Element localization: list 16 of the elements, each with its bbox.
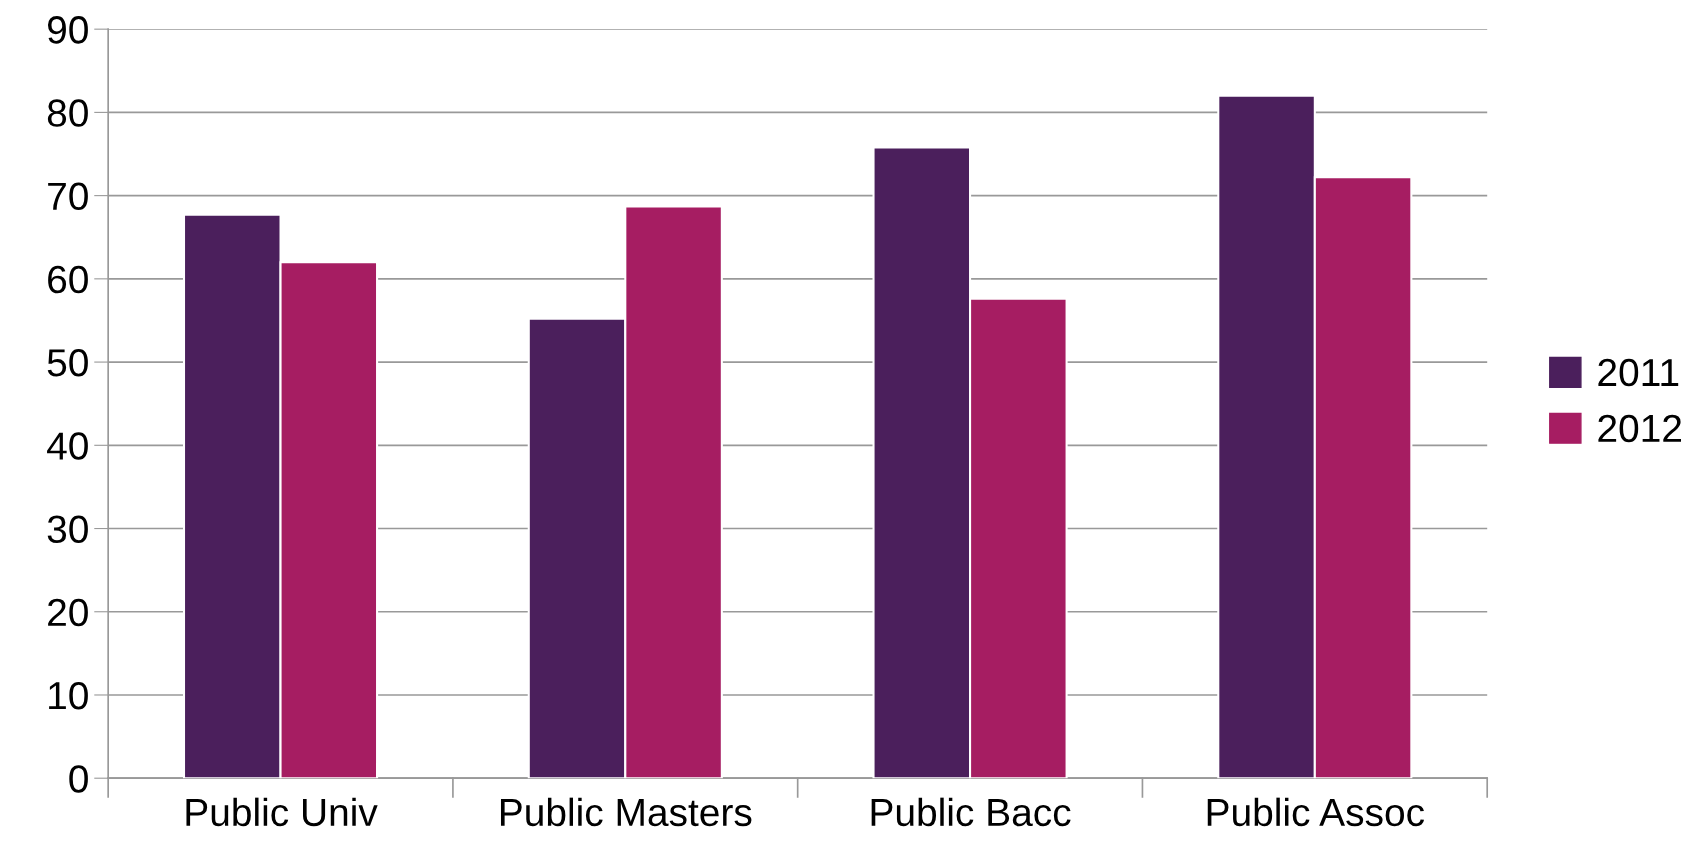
y-tick-label: 30: [47, 515, 88, 543]
y-tick-label: 60: [48, 265, 88, 294]
y-tick-label: 70: [48, 182, 88, 211]
y-tick-label: 80: [47, 99, 88, 127]
y-tick-label: 50: [47, 349, 88, 377]
x-tick-label: Public Univ: [186, 797, 378, 827]
legend-label: 2012: [1598, 414, 1682, 443]
y-tick-label: 10: [49, 681, 88, 710]
x-tick-label: Public Bacc: [871, 797, 1071, 827]
y-tick-label: 0: [69, 765, 88, 793]
x-tick-label: Public Masters: [500, 797, 752, 827]
y-tick-label: 20: [48, 598, 88, 627]
y-tick-label: 40: [47, 432, 88, 460]
y-tick-label: 90: [47, 16, 88, 44]
legend-label: 2011: [1598, 358, 1679, 387]
x-tick-label: Public Assoc: [1207, 797, 1425, 827]
